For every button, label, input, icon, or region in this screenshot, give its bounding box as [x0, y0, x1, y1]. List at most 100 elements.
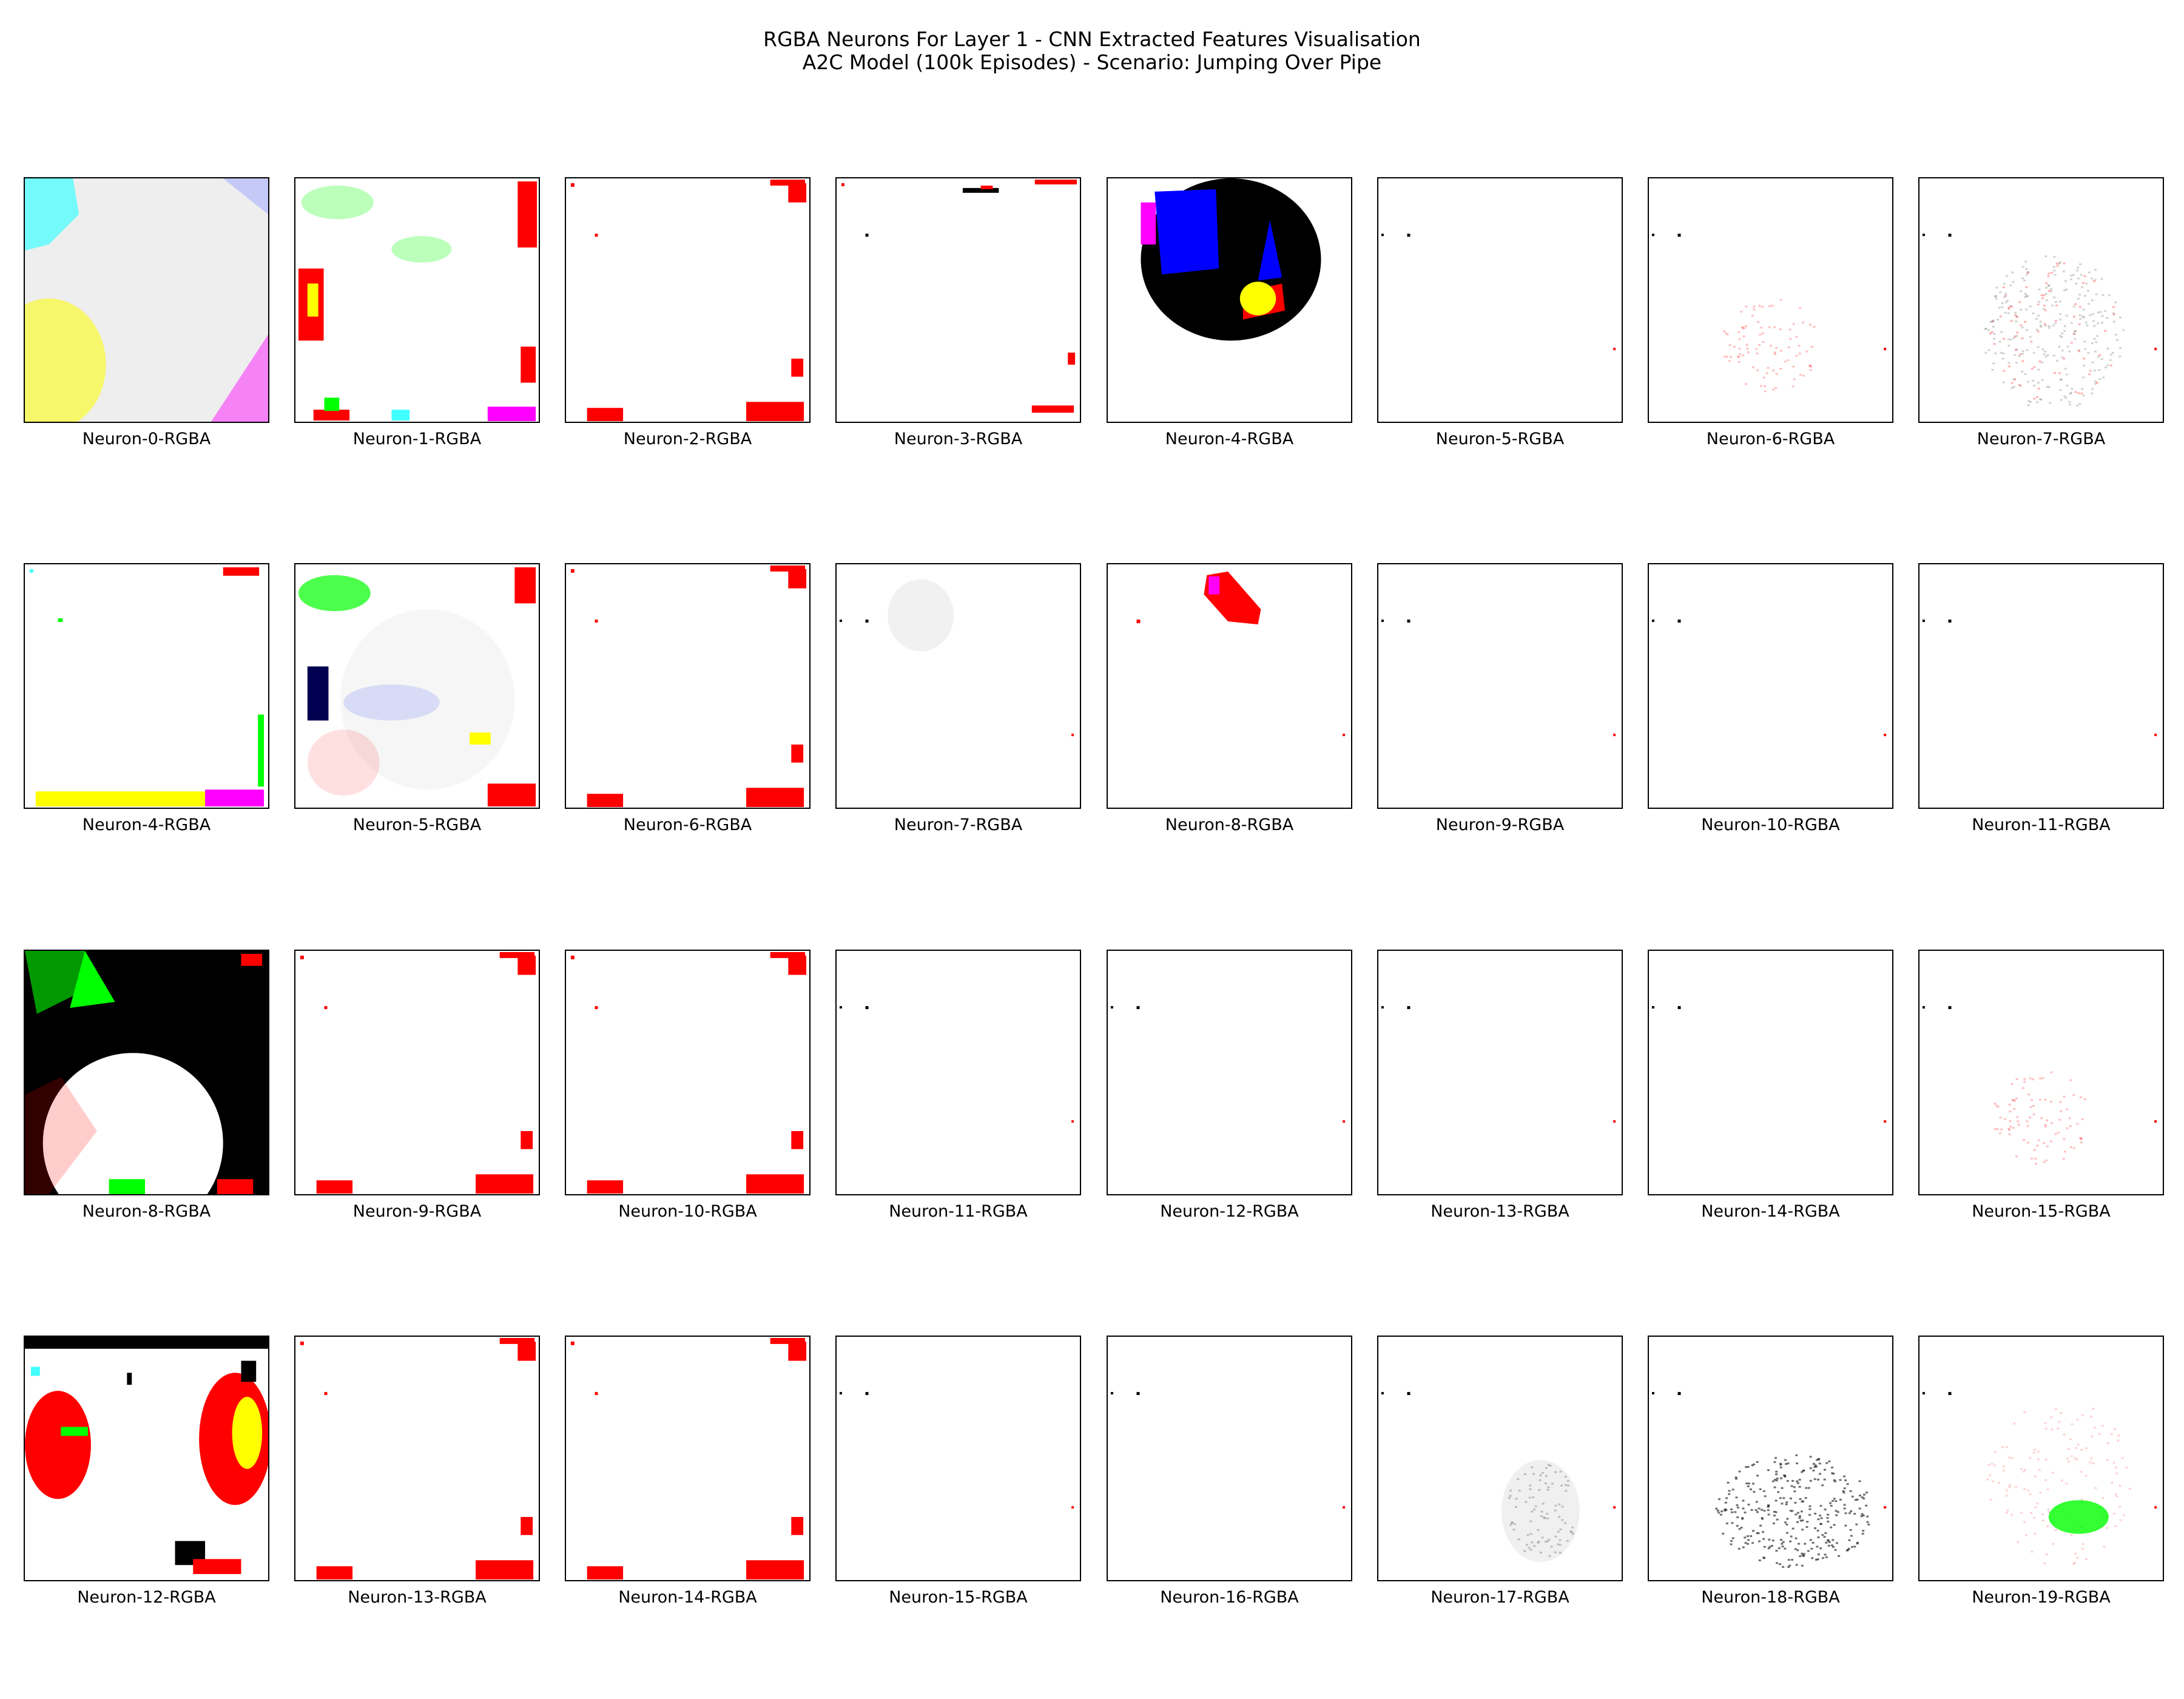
neuron-heatmap: [1651, 1006, 1887, 1123]
neuron-label: Neuron-14-RGBA: [618, 1588, 757, 1607]
neuron-heatmap: [25, 951, 268, 1194]
neuron-heatmap: [1110, 1006, 1346, 1123]
neuron-activation-image: [835, 177, 1081, 423]
neuron-activation-image: [1107, 1336, 1352, 1581]
neuron-activation-image: [294, 1336, 540, 1581]
neuron-label: Neuron-13-RGBA: [348, 1588, 487, 1607]
neuron-activation-image: [24, 177, 269, 423]
neuron-activation-image: [24, 1336, 269, 1581]
neuron-heatmap: [1922, 620, 2157, 737]
neuron-heatmap: [839, 1392, 1074, 1509]
neuron-heatmap: [1922, 1006, 2157, 1165]
neuron-activation-image: [1107, 950, 1352, 1195]
neuron-label: Neuron-12-RGBA: [77, 1588, 216, 1607]
neuron-activation-image: [1918, 1336, 2164, 1581]
neuron-heatmap: [1381, 620, 1616, 737]
neuron-label: Neuron-3-RGBA: [894, 430, 1023, 448]
neuron-activation-image: [565, 950, 811, 1195]
neuron-activation-image: [1648, 950, 1893, 1195]
neuron-heatmap: [300, 1337, 536, 1580]
neuron-label: Neuron-4-RGBA: [1165, 430, 1294, 448]
neuron-label: Neuron-9-RGBA: [352, 1202, 482, 1221]
neuron-activation-image: [835, 563, 1081, 809]
neuron-heatmap: [1136, 571, 1346, 737]
neuron-label: Neuron-15-RGBA: [889, 1588, 1028, 1607]
neuron-activation-image: [1648, 1336, 1893, 1581]
neuron-label: Neuron-16-RGBA: [1160, 1588, 1299, 1607]
neuron-label: Neuron-7-RGBA: [1977, 430, 2106, 448]
neuron-activation-image: [1377, 1336, 1623, 1581]
neuron-label: Neuron-6-RGBA: [1706, 430, 1835, 448]
neuron-heatmap: [298, 567, 536, 807]
neuron-label: Neuron-10-RGBA: [1701, 816, 1840, 834]
neuron-heatmap: [1651, 1392, 1887, 1569]
neuron-activation-image: [1377, 563, 1623, 809]
neuron-activation-image: [565, 563, 811, 809]
neuron-heatmap: [1141, 178, 1321, 341]
neuron-heatmap: [570, 179, 807, 422]
neuron-heatmap: [1110, 1392, 1346, 1509]
neuron-activation-image: [1377, 950, 1623, 1195]
neuron-activation-image: [1107, 563, 1352, 809]
neuron-label: Neuron-17-RGBA: [1431, 1588, 1569, 1607]
neuron-activation-image: [835, 1336, 1081, 1581]
neuron-label: Neuron-5-RGBA: [352, 816, 482, 834]
neuron-label: Neuron-8-RGBA: [1165, 816, 1294, 834]
figure-title: RGBA Neurons For Layer 1 - CNN Extracted…: [0, 28, 2184, 74]
neuron-label: Neuron-7-RGBA: [894, 816, 1023, 834]
neuron-activation-image: [835, 950, 1081, 1195]
neuron-label: Neuron-15-RGBA: [1972, 1202, 2111, 1221]
neuron-activation-image: [294, 177, 540, 423]
neuron-label: Neuron-8-RGBA: [82, 1202, 211, 1221]
neuron-heatmap: [300, 951, 536, 1194]
neuron-heatmap: [1381, 1392, 1616, 1562]
neuron-label: Neuron-13-RGBA: [1431, 1202, 1569, 1221]
neuron-activation-image: [294, 563, 540, 809]
neuron-activation-image: [1377, 177, 1623, 423]
neuron-heatmap: [25, 178, 268, 422]
neuron-heatmap: [570, 1337, 807, 1580]
neuron-heatmap: [1651, 234, 1887, 393]
neuron-activation-image: [1918, 177, 2164, 423]
neuron-label: Neuron-4-RGBA: [82, 816, 211, 834]
neuron-heatmap: [1922, 1392, 2157, 1565]
neuron-label: Neuron-1-RGBA: [352, 430, 482, 448]
neuron-label: Neuron-6-RGBA: [623, 816, 752, 834]
neuron-label: Neuron-19-RGBA: [1972, 1588, 2111, 1607]
neuron-label: Neuron-11-RGBA: [1972, 816, 2111, 834]
neuron-label: Neuron-2-RGBA: [623, 430, 752, 448]
neuron-label: Neuron-14-RGBA: [1701, 1202, 1840, 1221]
neuron-heatmap: [570, 951, 807, 1194]
neuron-heatmap: [1922, 234, 2157, 407]
neuron-activation-image: [294, 950, 540, 1195]
neuron-activation-image: [24, 950, 269, 1195]
neuron-label: Neuron-9-RGBA: [1435, 816, 1565, 834]
neuron-heatmap: [841, 179, 1077, 413]
neuron-heatmap: [570, 565, 807, 808]
neuron-activation-image: [1918, 950, 2164, 1195]
neuron-heatmap: [839, 1006, 1074, 1123]
neuron-heatmap: [25, 1337, 268, 1580]
neuron-activation-image: [1107, 177, 1352, 423]
neuron-label: Neuron-11-RGBA: [889, 1202, 1028, 1221]
neuron-label: Neuron-10-RGBA: [618, 1202, 757, 1221]
neuron-heatmap: [1651, 620, 1887, 737]
neuron-label: Neuron-0-RGBA: [82, 430, 211, 448]
neuron-activation-image: [1648, 177, 1893, 423]
figure-title-line-1: RGBA Neurons For Layer 1 - CNN Extracted…: [763, 27, 1421, 51]
neuron-activation-image: [1918, 563, 2164, 809]
neuron-activation-image: [565, 1336, 811, 1581]
neuron-activation-image: [565, 177, 811, 423]
neuron-heatmap: [29, 567, 265, 807]
figure-subtitle-line-2: A2C Model (100k Episodes) - Scenario: Ju…: [802, 50, 1382, 74]
neuron-activation-image: [24, 563, 269, 809]
neuron-activation-image: [1648, 563, 1893, 809]
neuron-label: Neuron-18-RGBA: [1701, 1588, 1840, 1607]
neuron-heatmap: [1381, 1006, 1616, 1123]
neuron-heatmap: [1381, 234, 1616, 351]
neuron-label: Neuron-5-RGBA: [1435, 430, 1565, 448]
neuron-heatmap: [298, 181, 538, 422]
neuron-label: Neuron-12-RGBA: [1160, 1202, 1299, 1221]
neuron-heatmap: [839, 579, 1074, 737]
